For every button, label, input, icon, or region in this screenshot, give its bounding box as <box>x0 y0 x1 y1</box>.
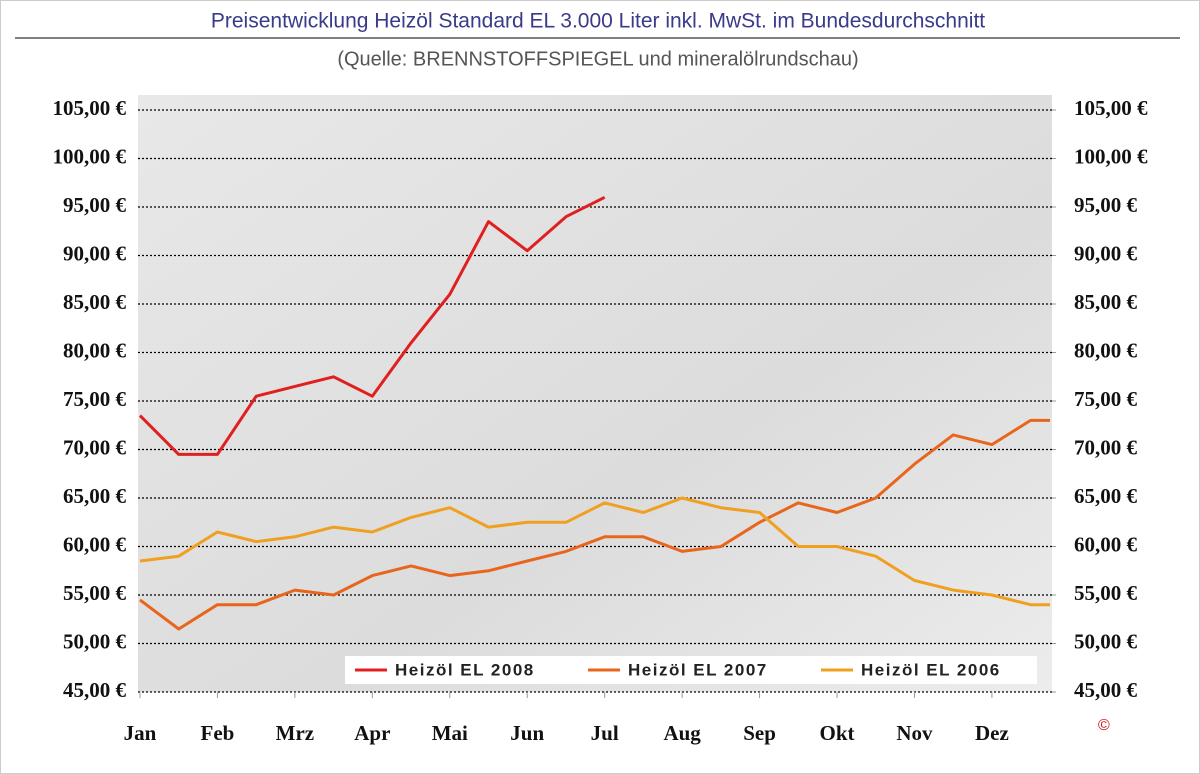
series-line <box>138 195 606 456</box>
y-tick-label: 55,00 € <box>63 581 127 605</box>
x-tick-label: Mrz <box>276 721 314 745</box>
x-tick-label: Nov <box>896 721 933 745</box>
y2-tick-label: 50,00 € <box>1074 629 1138 653</box>
y2-tick-label: 105,00 € <box>1074 96 1148 120</box>
y-tick-label: 65,00 € <box>63 484 127 508</box>
y2-tick-label: 80,00 € <box>1074 338 1138 362</box>
y2-tick-label: 70,00 € <box>1074 435 1138 459</box>
y2-tick-label: 90,00 € <box>1074 241 1138 265</box>
y-tick-label: 85,00 € <box>63 290 127 314</box>
x-tick-label: Feb <box>201 721 235 745</box>
x-tick-label: Jul <box>591 721 619 745</box>
y-tick-label: 45,00 € <box>63 678 127 702</box>
y2-tick-label: 60,00 € <box>1074 532 1138 556</box>
legend-label: Heizöl EL 2008 <box>395 660 535 679</box>
x-tick-label: Dez <box>975 721 1009 745</box>
legend-label: Heizöl EL 2006 <box>861 660 1001 679</box>
y2-tick-label: 75,00 € <box>1074 387 1138 411</box>
chart-title: Preisentwicklung Heizöl Standard EL 3.00… <box>211 10 985 33</box>
plot-area <box>138 95 1052 692</box>
copyright: © <box>1098 717 1110 734</box>
y-tick-label: 100,00 € <box>53 144 127 168</box>
x-tick-label: Okt <box>820 721 855 745</box>
y-tick-label: 95,00 € <box>63 193 127 217</box>
x-tick-label: Aug <box>663 721 701 745</box>
y-tick-label: 50,00 € <box>63 629 127 653</box>
y2-tick-label: 65,00 € <box>1074 484 1138 508</box>
y-tick-label: 75,00 € <box>63 387 127 411</box>
y2-tick-label: 100,00 € <box>1074 144 1148 168</box>
chart-subtitle: (Quelle: BRENNSTOFFSPIEGEL und mineralöl… <box>337 48 858 70</box>
x-tick-label: Jan <box>124 721 157 745</box>
y2-tick-label: 85,00 € <box>1074 290 1138 314</box>
x-tick-label: Apr <box>354 721 390 745</box>
y-tick-label: 70,00 € <box>63 435 127 459</box>
y-tick-label: 105,00 € <box>53 96 127 120</box>
y2-tick-label: 55,00 € <box>1074 581 1138 605</box>
y-tick-label: 80,00 € <box>63 338 127 362</box>
legend-label: Heizöl EL 2007 <box>628 660 768 679</box>
series-line <box>139 496 1050 607</box>
y-tick-label: 90,00 € <box>63 241 127 265</box>
x-tick-label: Mai <box>432 721 468 745</box>
x-tick-label: Sep <box>743 721 776 745</box>
y2-tick-label: 45,00 € <box>1074 678 1138 702</box>
y2-tick-label: 95,00 € <box>1074 193 1138 217</box>
legend-box <box>345 656 1037 684</box>
series-line <box>139 418 1050 631</box>
x-tick-label: Jun <box>510 721 544 745</box>
y-tick-label: 60,00 € <box>63 532 127 556</box>
